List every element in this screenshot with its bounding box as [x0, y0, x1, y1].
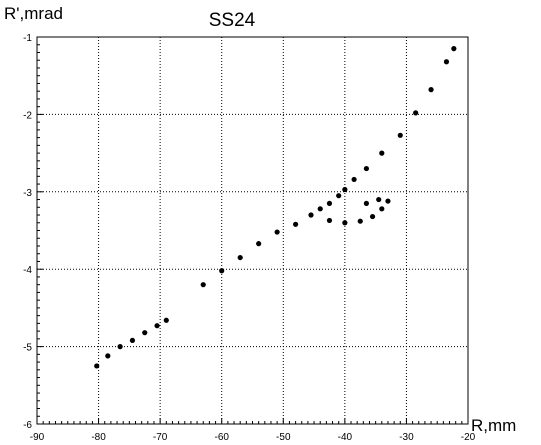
data-point — [200, 282, 206, 288]
data-point — [336, 193, 342, 199]
data-point — [142, 330, 148, 336]
data-point — [219, 268, 225, 274]
y-tick-label: -1 — [23, 33, 32, 44]
y-tick-label: -5 — [23, 343, 32, 354]
x-axis-label: R,mm — [471, 416, 516, 435]
data-point — [293, 221, 299, 227]
x-tick-label: -90 — [30, 432, 45, 443]
y-tick-label: -3 — [23, 188, 32, 199]
data-point — [326, 217, 333, 224]
x-tick-label: -50 — [276, 432, 291, 443]
data-point — [379, 206, 385, 212]
data-point — [363, 165, 370, 172]
y-axis-label: R',mrad — [4, 4, 63, 23]
data-point — [351, 176, 357, 183]
data-point — [397, 132, 403, 138]
data-point — [376, 196, 382, 203]
x-tick-label: -70 — [153, 432, 168, 443]
x-tick-label: -40 — [338, 432, 353, 443]
data-point — [443, 59, 450, 65]
data-point — [342, 186, 348, 193]
data-point — [451, 46, 457, 52]
y-tick-label: -6 — [23, 420, 32, 431]
x-tick-label: -60 — [214, 432, 229, 443]
data-point — [357, 218, 363, 224]
plot-frame — [36, 36, 469, 425]
y-tick-label: -2 — [23, 110, 32, 121]
data-point — [117, 344, 123, 350]
data-points — [94, 46, 457, 369]
data-point — [154, 323, 160, 329]
data-point — [105, 353, 111, 359]
data-point — [326, 200, 333, 207]
data-point — [237, 254, 243, 261]
data-point — [413, 110, 419, 116]
x-tick-label: -30 — [399, 432, 414, 443]
data-point — [317, 206, 323, 212]
chart-title: SS24 — [209, 10, 256, 31]
x-tick-label: -80 — [91, 432, 106, 443]
data-point — [369, 213, 376, 220]
y-tick-label: -4 — [23, 265, 32, 276]
data-point — [274, 229, 280, 235]
data-point — [129, 337, 136, 344]
data-point — [163, 317, 169, 323]
data-point — [256, 241, 262, 247]
data-point — [94, 363, 100, 369]
x-tick-label: -20 — [461, 432, 476, 443]
data-point — [428, 87, 434, 93]
data-point — [308, 212, 314, 218]
axis-ticks: -90 -80 -70 -60 -50 -40 -30 -20 -6 -5 -4 -3 -2 -1 — [23, 33, 476, 443]
data-point — [342, 220, 348, 226]
data-point — [379, 150, 385, 156]
data-point — [363, 200, 370, 207]
data-point — [385, 198, 391, 204]
